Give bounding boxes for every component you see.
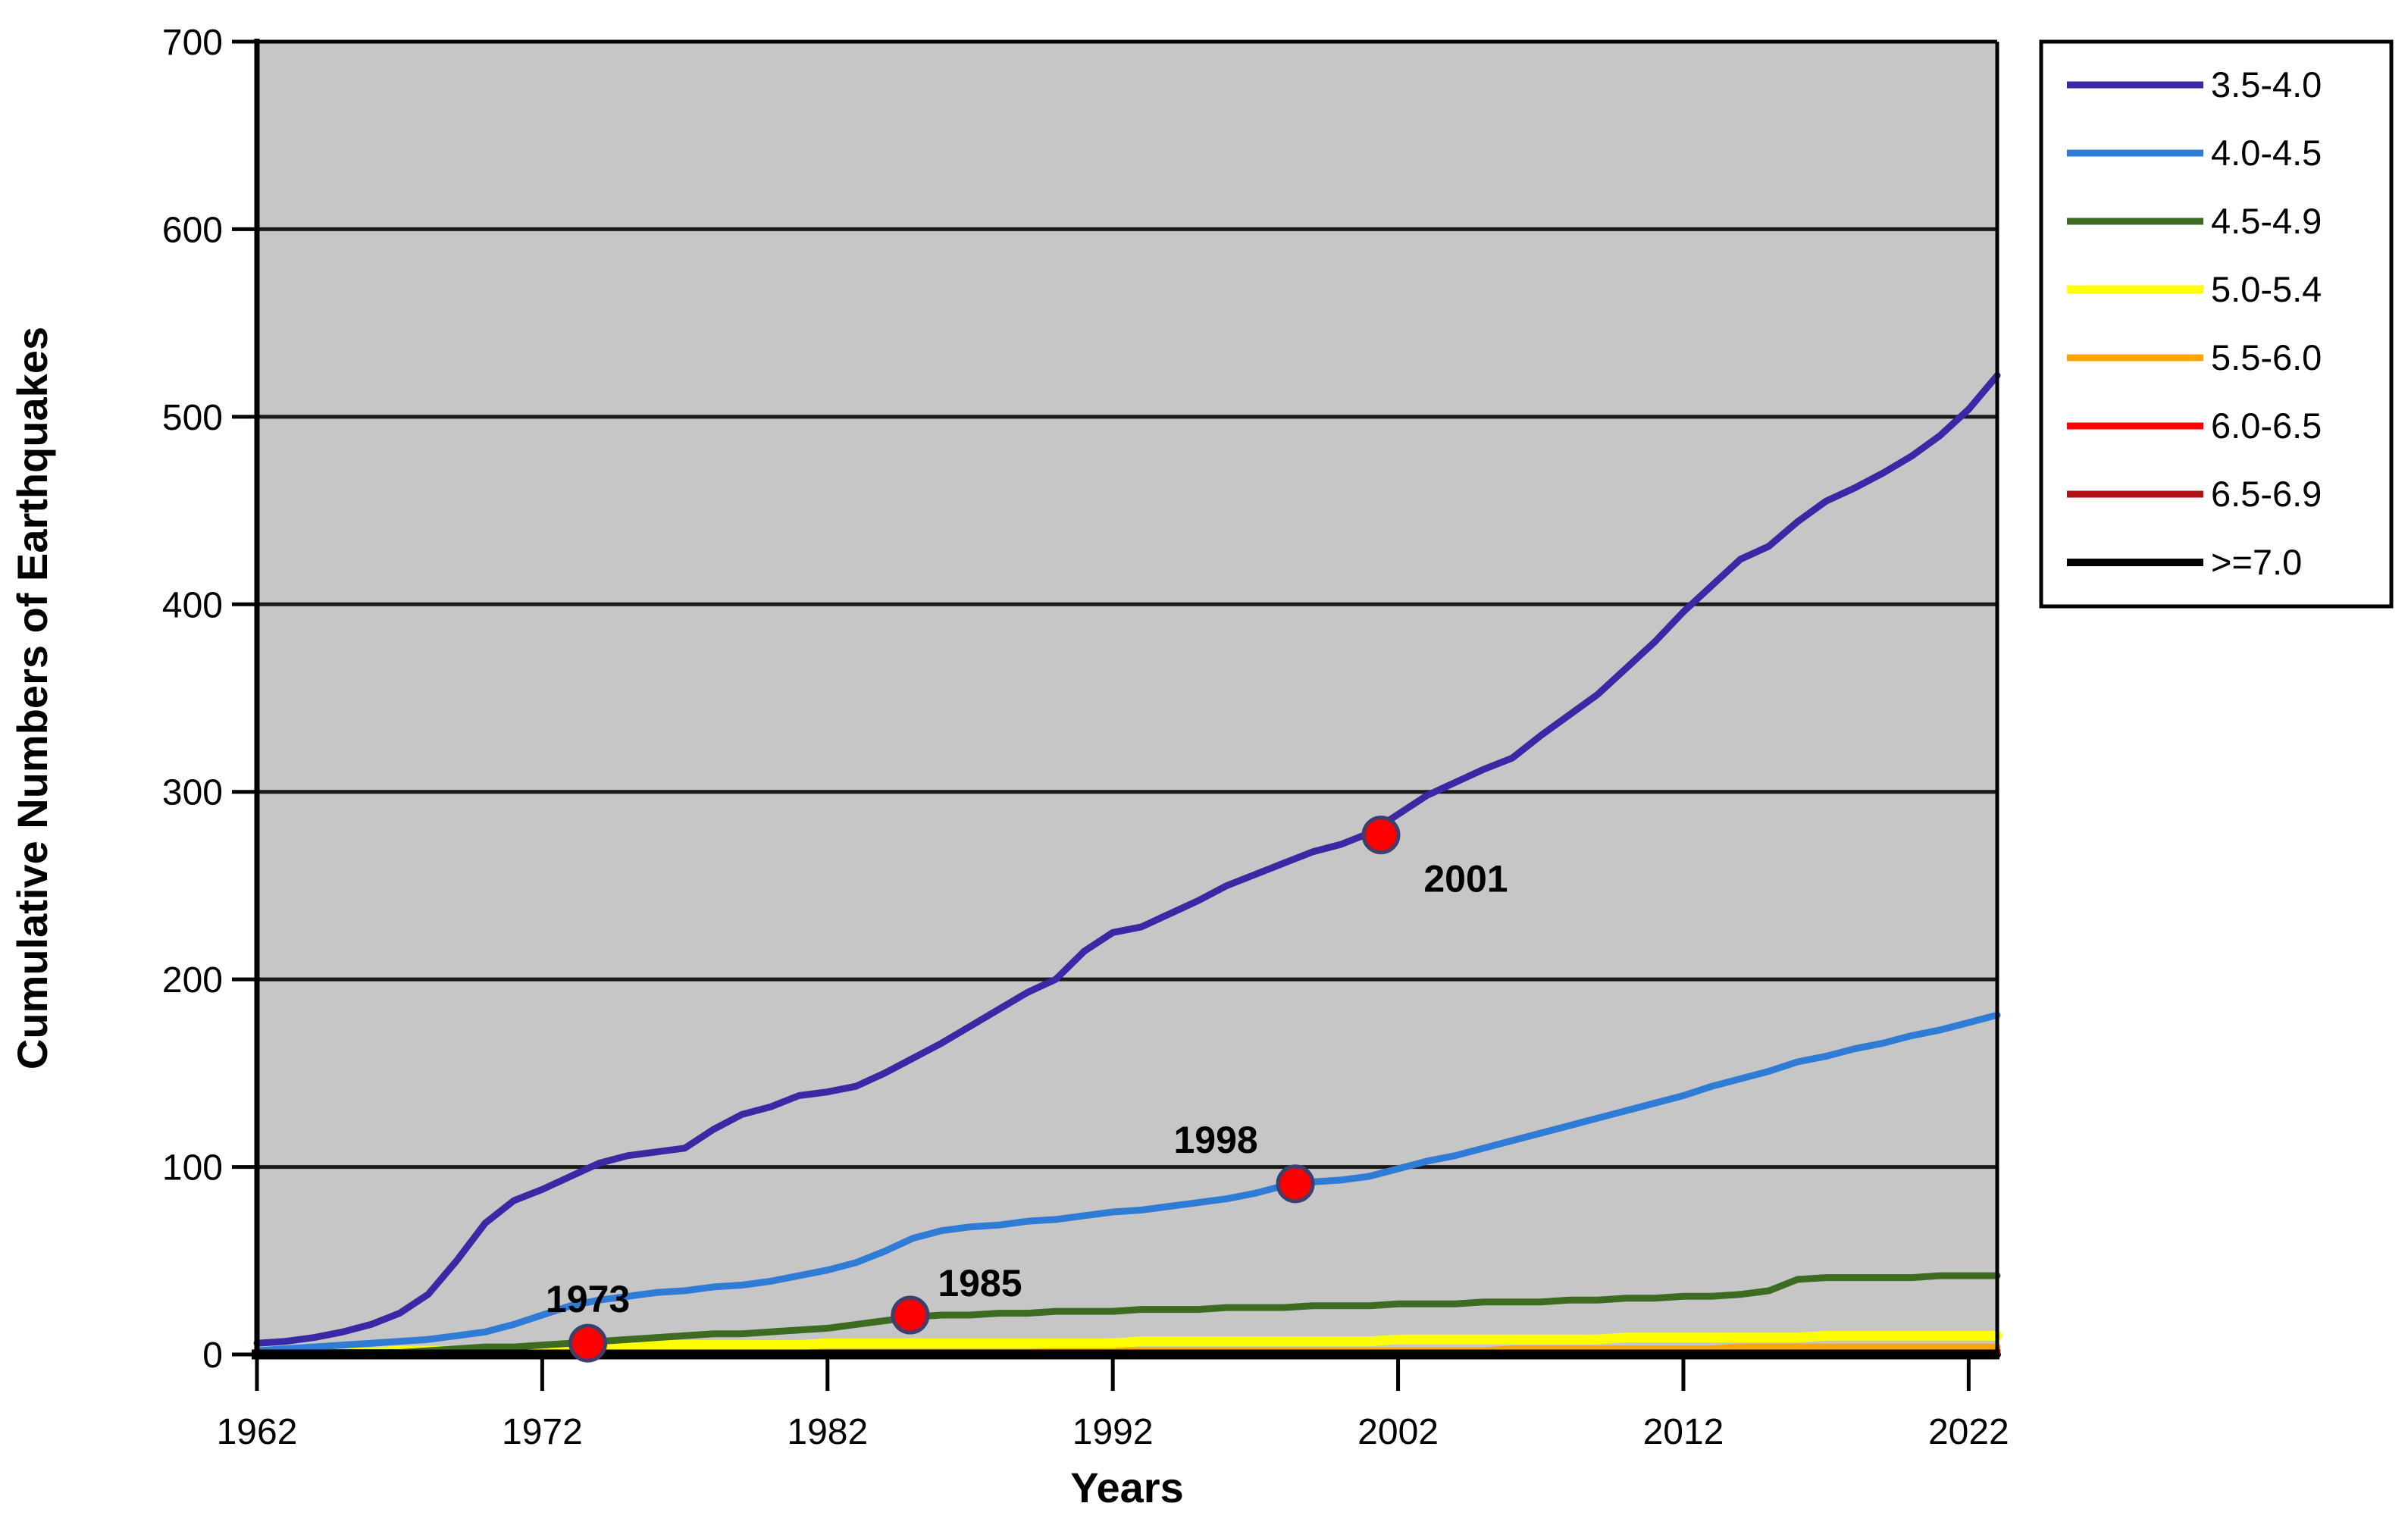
y-tick-label-500: 500 [162, 398, 223, 438]
legend-label-4.5-4.9: 4.5-4.9 [2211, 201, 2322, 241]
x-tick-label-1972: 1972 [502, 1412, 583, 1452]
x-tick-label-2012: 2012 [1643, 1412, 1724, 1452]
plot-background [257, 42, 1997, 1354]
x-tick-label-1982: 1982 [787, 1412, 868, 1452]
y-tick-label-200: 200 [162, 960, 223, 1000]
x-axis-title: Years [1070, 1464, 1184, 1511]
series-line-3.5-4.0 [253, 371, 2001, 1347]
legend-label-6.0-6.5: 6.0-6.5 [2211, 406, 2322, 446]
legend-label-5.0-5.4: 5.0-5.4 [2211, 269, 2322, 309]
plot-area [257, 42, 1997, 1354]
event-label-1973: 1973 [546, 1278, 630, 1320]
event-marker-1998 [1276, 1164, 1315, 1204]
event-marker-1985 [891, 1295, 930, 1335]
legend-label->=7.0: >=7.0 [2211, 542, 2302, 582]
series-line-4.5-4.9 [253, 1272, 2001, 1358]
x-tick-label-2022: 2022 [1928, 1412, 2009, 1452]
legend: 3.5-4.0 4.0-4.5 4.5-4.9 5.0-5.4 5.5-6.0 6.0-6… [2039, 39, 2394, 609]
y-tick-label-0: 0 [202, 1336, 223, 1376]
x-tick-label-1992: 1992 [1072, 1412, 1154, 1452]
axis-ticks [232, 39, 1971, 1391]
event-label-1985: 1985 [938, 1262, 1022, 1304]
event-marker-2001 [1361, 816, 1401, 855]
legend-label-3.5-4.0: 3.5-4.0 [2211, 64, 2322, 105]
axis-tick-labels: 0 100 200 300 400 500 600 700 1962 1972 1982 1992 20… [162, 23, 2009, 1452]
annotations: 1973 1985 1998 2001 [546, 816, 1508, 1363]
series-line-4.0-4.5 [253, 1011, 2001, 1354]
y-axis-title: Cumulative Numbers of Earthquakes [8, 327, 56, 1069]
event-label-1998: 1998 [1173, 1119, 1257, 1161]
legend-box [2039, 39, 2394, 609]
y-tick-label-100: 100 [162, 1148, 223, 1188]
event-label-2001: 2001 [1423, 858, 1508, 900]
legend-label-6.5-6.9: 6.5-6.9 [2211, 474, 2322, 514]
y-tick-label-400: 400 [162, 585, 223, 625]
x-tick-label-1962: 1962 [217, 1412, 298, 1452]
legend-label-5.5-6.0: 5.5-6.0 [2211, 337, 2322, 377]
x-tick-label-2002: 2002 [1357, 1412, 1439, 1452]
legend-label-4.0-4.5: 4.0-4.5 [2211, 133, 2322, 173]
gridlines [257, 39, 1997, 1357]
event-marker-1973 [568, 1323, 608, 1363]
y-tick-label-600: 600 [162, 210, 223, 250]
y-tick-label-700: 700 [162, 23, 223, 63]
y-tick-label-300: 300 [162, 773, 223, 813]
